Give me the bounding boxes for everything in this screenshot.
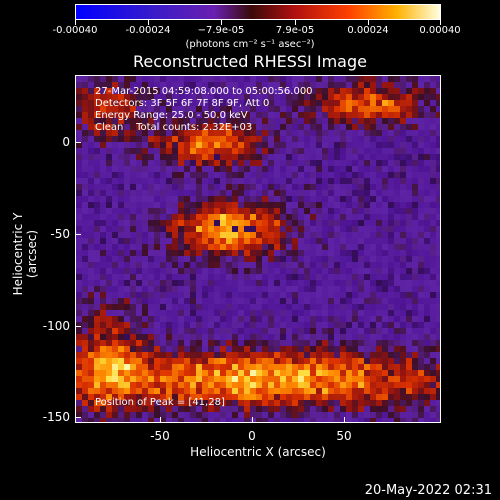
clean-counts-text: Clean Total counts: 2.32E+03: [95, 122, 253, 133]
colorbar-tick: [440, 20, 441, 25]
peak-position-text: Position of Peak = [41,28]: [95, 397, 225, 408]
colorbar-label: 7.9e-05: [275, 25, 315, 36]
x-tick: [160, 417, 161, 423]
y-tick-label: -100: [42, 319, 70, 333]
y-tick: [75, 326, 81, 327]
heatmap-canvas: [76, 76, 440, 422]
colorbar: [75, 4, 441, 20]
x-tick-label: 50: [336, 429, 352, 443]
solar-image: [75, 75, 441, 423]
timestamp: 20-May-2022 02:31: [364, 483, 492, 498]
y-tick: [75, 417, 81, 418]
colorbar-units: (photons cm⁻² s⁻¹ asec⁻²): [185, 39, 315, 50]
colorbar-label: 0.00040: [419, 25, 461, 36]
plot-title: Reconstructed RHESSI Image: [133, 52, 367, 71]
colorbar-tick: [148, 20, 149, 25]
colorbar-tick: [75, 20, 76, 25]
colorbar-tick: [368, 20, 369, 25]
y-tick: [75, 142, 81, 143]
detectors-text: Detectors: 3F 5F 6F 7F 8F 9F, Att 0: [95, 98, 270, 109]
y-tick-label: 0: [62, 135, 70, 149]
time-range-text: 27-Mar-2015 04:59:08.000 to 05:00:56.000: [95, 86, 313, 97]
colorbar-label: -0.00024: [125, 25, 171, 36]
colorbar-label: -0.00040: [52, 25, 98, 36]
y-tick: [75, 234, 81, 235]
colorbar-tick: [221, 20, 222, 25]
colorbar-tick: [295, 20, 296, 25]
colorbar-label: 0.00024: [347, 25, 389, 36]
x-axis-title: Heliocentric X (arcsec): [190, 445, 326, 459]
x-tick-label: 0: [248, 429, 256, 443]
energy-range-text: Energy Range: 25.0 - 50.0 keV: [95, 110, 248, 121]
x-tick-label: -50: [150, 429, 170, 443]
x-tick: [252, 417, 253, 423]
x-tick: [344, 417, 345, 423]
y-axis-title: Heliocentric Y (arcsec): [11, 212, 39, 296]
y-tick-label: -50: [50, 227, 70, 241]
y-tick-label: -150: [42, 410, 70, 424]
colorbar-label: −7.9e-05: [197, 25, 245, 36]
